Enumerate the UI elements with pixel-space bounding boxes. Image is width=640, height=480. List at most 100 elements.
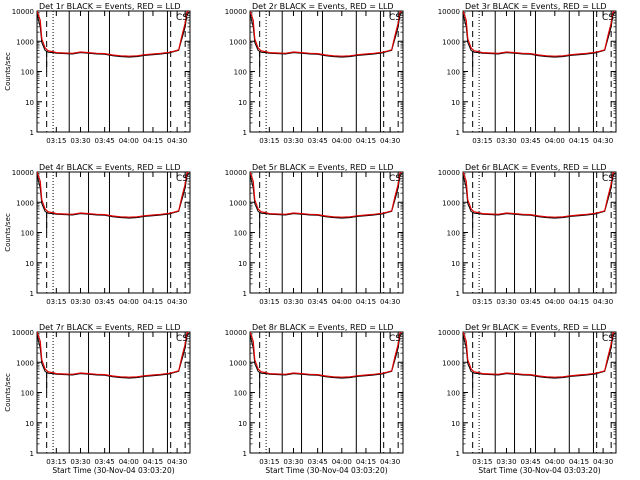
panel-title: Det 1r BLACK = Events, RED = LLD	[39, 2, 181, 11]
y-tick-label: 10000	[225, 8, 247, 16]
corner-label: CS	[176, 174, 188, 184]
panel-title: Det 7r BLACK = Events, RED = LLD	[39, 323, 181, 332]
y-tick-label: 1	[456, 129, 460, 137]
x-tick-label: 04:00	[119, 137, 139, 145]
x-tick-label: 03:45	[521, 137, 541, 145]
x-tick-label: 03:45	[308, 298, 328, 306]
corner-label: CS	[389, 334, 401, 344]
y-tick-label: 100	[234, 230, 247, 238]
y-tick-label: 10	[451, 420, 460, 428]
y-tick-label: 1000	[229, 199, 247, 207]
series-line-events	[463, 12, 615, 58]
y-tick-label: 10000	[225, 329, 247, 337]
series-line-lld	[463, 11, 615, 57]
y-axis-label: Counts/sec	[4, 52, 12, 91]
corner-label: CS	[389, 13, 401, 23]
y-tick-label: 10	[238, 260, 247, 268]
series-line-events	[250, 333, 402, 379]
x-tick-label: 04:30	[380, 137, 400, 145]
x-tick-label: 04:00	[332, 458, 352, 466]
series-line-lld	[250, 332, 402, 378]
y-tick-label: 100	[21, 69, 34, 77]
x-tick-label: 04:00	[119, 458, 139, 466]
x-tick-label: 04:15	[143, 137, 163, 145]
x-tick-label: 04:00	[545, 458, 565, 466]
x-tick-label: 03:15	[259, 298, 279, 306]
corner-label: CS	[176, 13, 188, 23]
y-tick-label: 1000	[442, 199, 460, 207]
panel-title: Det 3r BLACK = Events, RED = LLD	[465, 2, 607, 11]
y-tick-label: 1	[30, 129, 34, 137]
y-tick-label: 1	[243, 129, 247, 137]
detector-panel-8: 1 10 100 1000 10000 03:15 03:30 03:45 04:00 04:15…	[225, 323, 404, 475]
corner-label: CS	[389, 174, 401, 184]
y-tick-label: 1000	[442, 38, 460, 46]
y-tick-label: 10	[238, 99, 247, 107]
x-tick-label: 03:45	[95, 298, 115, 306]
x-tick-label: 04:15	[356, 137, 376, 145]
y-tick-label: 1	[30, 450, 34, 458]
y-tick-label: 10000	[225, 169, 247, 177]
x-tick-label: 03:30	[70, 298, 90, 306]
x-tick-label: 03:45	[308, 137, 328, 145]
y-tick-label: 1	[243, 450, 247, 458]
x-tick-label: 04:00	[332, 137, 352, 145]
x-tick-label: 04:30	[380, 298, 400, 306]
y-tick-label: 100	[21, 230, 34, 238]
x-tick-label: 03:15	[472, 458, 492, 466]
series-line-lld	[463, 332, 615, 378]
x-tick-label: 03:15	[472, 137, 492, 145]
corner-label: CS	[602, 174, 614, 184]
y-tick-label: 10	[238, 420, 247, 428]
y-tick-label: 10	[451, 260, 460, 268]
series-line-events	[37, 333, 189, 379]
panel-title: Det 8r BLACK = Events, RED = LLD	[252, 323, 394, 332]
y-tick-label: 1000	[16, 359, 34, 367]
x-tick-label: 04:15	[569, 458, 589, 466]
x-tick-label: 03:15	[259, 137, 279, 145]
panel-title: Det 5r BLACK = Events, RED = LLD	[252, 163, 394, 172]
y-tick-label: 100	[234, 390, 247, 398]
x-tick-label: 03:15	[259, 458, 279, 466]
x-tick-label: 04:00	[119, 298, 139, 306]
y-tick-label: 1	[243, 290, 247, 298]
corner-label: CS	[602, 13, 614, 23]
series-line-lld	[250, 11, 402, 57]
y-tick-label: 10000	[438, 329, 460, 337]
series-line-lld	[463, 172, 615, 218]
x-tick-label: 03:15	[46, 137, 66, 145]
y-tick-label: 10000	[438, 169, 460, 177]
y-tick-label: 10	[25, 99, 34, 107]
x-tick-label: 03:30	[70, 458, 90, 466]
x-axis-label: Start Time (30-Nov-04 03:03:20)	[265, 466, 387, 475]
y-tick-label: 1	[456, 450, 460, 458]
y-tick-label: 100	[21, 390, 34, 398]
y-tick-label: 100	[447, 69, 460, 77]
x-tick-label: 03:30	[70, 137, 90, 145]
x-tick-label: 04:15	[356, 458, 376, 466]
y-axis-label: Counts/sec	[4, 373, 12, 412]
series-line-lld	[250, 172, 402, 218]
series-line-events	[463, 173, 615, 219]
series-line-events	[250, 12, 402, 58]
panel-title: Det 4r BLACK = Events, RED = LLD	[39, 163, 181, 172]
x-tick-label: 04:30	[593, 298, 613, 306]
panel-title: Det 9r BLACK = Events, RED = LLD	[465, 323, 607, 332]
x-tick-label: 04:30	[167, 137, 187, 145]
y-tick-label: 10000	[12, 329, 34, 337]
detector-panel-2: 1 10 100 1000 10000 03:15 03:30 03:45 04:00 04:15…	[225, 2, 404, 145]
detector-panel-7: 1 10 100 1000 10000 03:15 03:30 03:45 04:00 04:15…	[4, 323, 191, 475]
series-line-lld	[37, 11, 189, 57]
x-tick-label: 03:45	[95, 458, 115, 466]
panel-title: Det 6r BLACK = Events, RED = LLD	[465, 163, 607, 172]
x-axis-label: Start Time (30-Nov-04 03:03:20)	[478, 466, 600, 475]
x-tick-label: 03:30	[496, 298, 516, 306]
x-tick-label: 04:15	[569, 137, 589, 145]
y-tick-label: 1000	[229, 359, 247, 367]
x-tick-label: 04:00	[332, 298, 352, 306]
detector-panel-5: 1 10 100 1000 10000 03:15 03:30 03:45 04:00 04:15…	[225, 163, 404, 306]
x-tick-label: 03:30	[496, 137, 516, 145]
x-tick-label: 04:00	[545, 137, 565, 145]
y-tick-label: 100	[234, 69, 247, 77]
